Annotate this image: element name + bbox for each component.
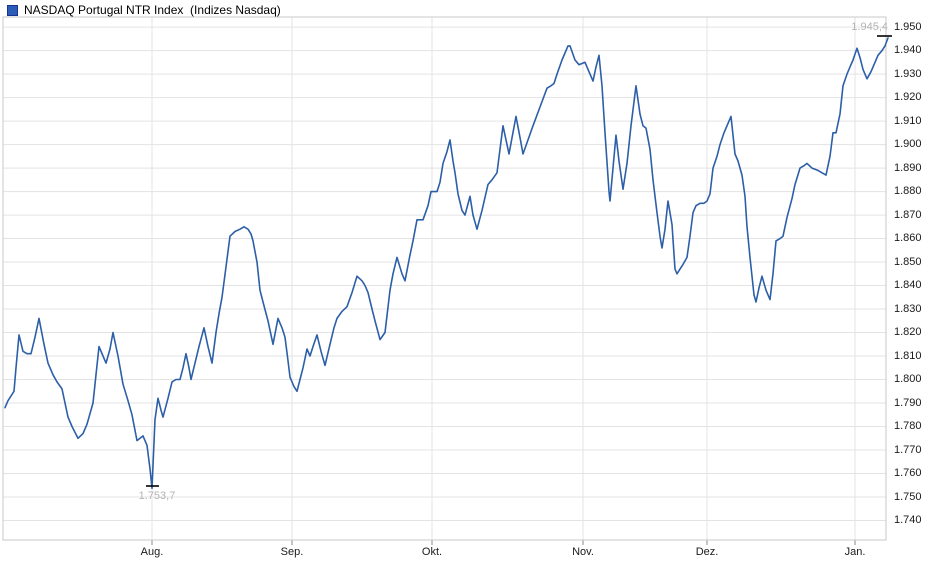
y-axis-tick-label: 1.910	[894, 114, 922, 127]
y-axis-tick-label: 1.930	[894, 67, 922, 80]
y-axis-tick-label: 1.950	[894, 20, 922, 33]
y-axis-tick-label: 1.880	[894, 185, 922, 198]
y-axis-tick-label: 1.850	[894, 255, 922, 268]
y-axis-tick-label: 1.860	[894, 232, 922, 245]
x-axis-tick-label: Okt.	[421, 546, 443, 558]
y-axis-tick-label: 1.790	[894, 396, 922, 409]
y-axis-tick-label: 1.830	[894, 302, 922, 315]
y-axis-tick-label: 1.870	[894, 208, 922, 221]
x-axis-tick-label: Nov.	[572, 546, 594, 558]
y-axis-tick-label: 1.760	[894, 467, 922, 479]
price-line	[4, 37, 889, 490]
y-axis-tick-label: 1.770	[894, 443, 922, 456]
low-value-annotation: 1.753,7	[138, 489, 176, 502]
x-axis-tick-label: Dez.	[695, 546, 719, 558]
y-axis-tick-label: 1.800	[894, 373, 922, 386]
y-axis-tick-label: 1.820	[894, 326, 922, 339]
chart-title: NASDAQ Portugal NTR Index (Indizes Nasda…	[24, 3, 281, 17]
last-value-annotation: 1.945,4	[851, 20, 888, 33]
plot-border	[2, 16, 887, 541]
y-axis-tick-label: 1.780	[894, 420, 922, 433]
chart-legend: NASDAQ Portugal NTR Index (Indizes Nasda…	[7, 3, 281, 17]
y-axis-tick-label: 1.920	[894, 91, 922, 104]
y-axis-tick-label: 1.940	[894, 44, 922, 57]
y-axis-tick-label: 1.810	[894, 349, 922, 362]
x-axis-tick-label: Sep.	[280, 546, 304, 558]
y-axis-tick-label: 1.840	[894, 279, 922, 292]
y-axis-tick-label: 1.740	[894, 513, 922, 526]
x-axis-tick-label: Aug.	[140, 546, 164, 558]
series-marker-icon	[7, 4, 18, 16]
y-axis-tick-label: 1.890	[894, 161, 922, 174]
y-axis-tick-label: 1.900	[894, 138, 922, 151]
x-axis-tick-label: Jan.	[844, 546, 866, 558]
y-axis-tick-label: 1.750	[894, 490, 922, 503]
